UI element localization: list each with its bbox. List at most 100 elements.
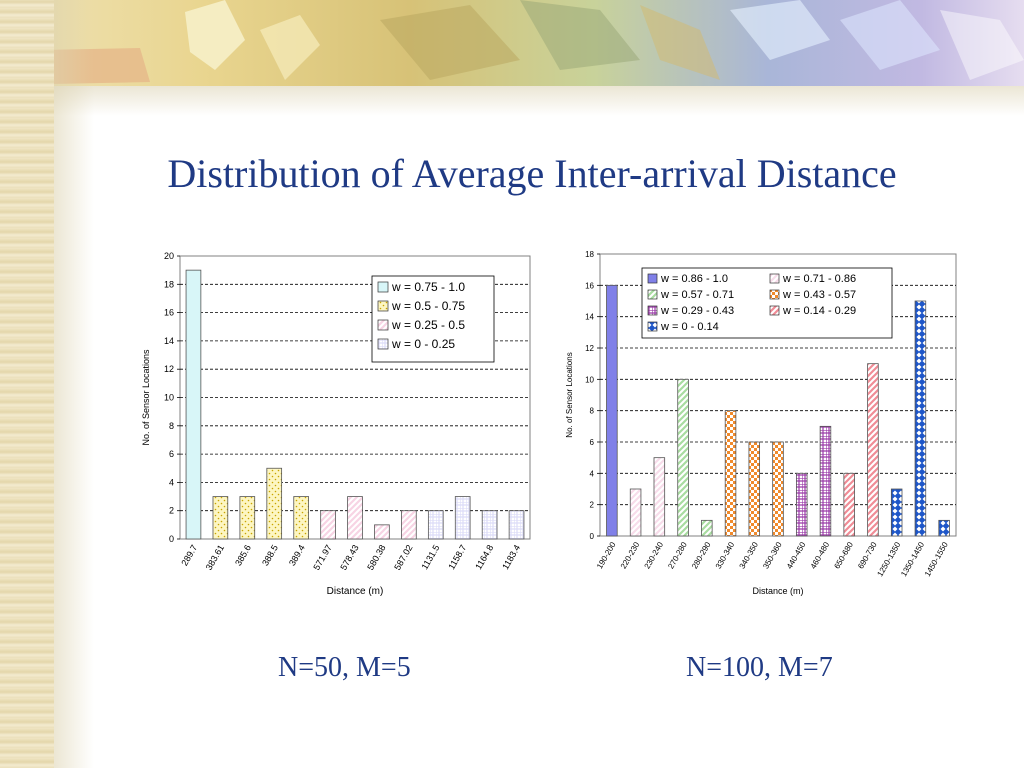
bar xyxy=(185,269,202,540)
bar xyxy=(606,284,618,537)
legend-entry: w = 0.71 - 0.86 xyxy=(782,273,856,285)
bar xyxy=(677,378,689,537)
chart-left: 0 2 4 6 8 10 12 14 16 18 20 289.7 383.61 385.6 388.5 38… xyxy=(130,244,542,604)
legend-entry: w = 0.43 - 0.57 xyxy=(782,289,856,301)
x-tick-label: 1131.5 xyxy=(419,543,441,571)
bar xyxy=(795,472,808,537)
y-axis-label: No. of Sensor Locations xyxy=(141,349,151,446)
x-tick-label: 1450-1550 xyxy=(923,540,950,578)
bar xyxy=(724,410,737,537)
x-tick-label: 650-680 xyxy=(832,540,855,570)
decorative-side-strip xyxy=(0,0,54,768)
legend-swatch xyxy=(647,305,658,316)
x-tick-label: 580.38 xyxy=(365,543,387,572)
x-tick-label: 1250-1350 xyxy=(875,540,902,578)
bar xyxy=(212,496,229,540)
y-tick-label: 14 xyxy=(164,336,174,346)
legend-entry: w = 0.86 - 1.0 xyxy=(660,273,728,285)
legend-swatch xyxy=(647,321,658,332)
decorative-banner xyxy=(0,0,1024,86)
y-tick-label: 2 xyxy=(590,501,595,510)
bar xyxy=(938,519,950,537)
x-axis-label: Distance (m) xyxy=(752,586,803,596)
bar xyxy=(867,363,879,537)
y-tick-label: 16 xyxy=(585,281,594,290)
bar xyxy=(508,510,525,540)
x-tick-label: 1183.4 xyxy=(500,543,522,571)
x-tick-label: 690-730 xyxy=(856,540,879,570)
bar xyxy=(266,467,283,540)
legend-entry: w = 0.75 - 1.0 xyxy=(391,280,465,294)
y-tick-label: 6 xyxy=(169,449,174,459)
x-tick-label: 350-360 xyxy=(761,540,784,570)
bar xyxy=(374,524,390,540)
x-tick-label: 389.4 xyxy=(287,543,307,568)
x-tick-label: 220-230 xyxy=(619,540,642,570)
y-axis-label: No. of Sensor Locations xyxy=(565,352,574,437)
left-chart-caption: N=50, M=5 xyxy=(278,652,411,683)
y-tick-label: 12 xyxy=(164,364,174,374)
bar xyxy=(347,496,363,540)
legend-entry: w = 0 - 0.14 xyxy=(660,321,719,333)
bar xyxy=(239,496,256,540)
legend-swatch xyxy=(377,300,389,312)
bar xyxy=(293,496,309,540)
bar xyxy=(454,496,471,540)
y-tick-label: 4 xyxy=(590,469,595,478)
legend-swatch xyxy=(769,305,780,316)
legend-swatch xyxy=(647,273,658,284)
y-tick-label: 2 xyxy=(169,506,174,516)
x-tick-label: 460-480 xyxy=(809,540,832,570)
legend-entry: w = 0 - 0.25 xyxy=(391,337,455,351)
bar xyxy=(890,488,903,537)
x-tick-label: 388.5 xyxy=(260,543,280,568)
y-tick-label: 14 xyxy=(585,313,594,322)
x-tick-label: 1350-1450 xyxy=(899,540,926,578)
legend-entry: w = 0.29 - 0.43 xyxy=(660,305,734,317)
legend-entry: w = 0.14 - 0.29 xyxy=(782,305,856,317)
bar xyxy=(701,519,713,537)
bar xyxy=(772,441,784,537)
x-tick-label: 190-200 xyxy=(595,540,618,570)
y-tick-label: 8 xyxy=(590,407,595,416)
x-tick-label: 289.7 xyxy=(179,543,199,568)
legend-swatch xyxy=(377,281,389,293)
x-tick-label: 440-450 xyxy=(785,540,808,570)
banner-shadow xyxy=(0,86,1024,116)
legend-entry: w = 0.57 - 0.71 xyxy=(660,289,734,301)
x-tick-label: 270-280 xyxy=(666,540,689,570)
legend-entry: w = 0.25 - 0.5 xyxy=(391,318,465,332)
bar xyxy=(481,510,498,540)
legend-swatch xyxy=(769,273,780,284)
bar xyxy=(629,488,642,537)
y-tick-label: 10 xyxy=(164,393,174,403)
y-tick-label: 6 xyxy=(590,438,595,447)
y-tick-label: 8 xyxy=(169,421,174,431)
side-strip-shadow xyxy=(54,0,94,768)
y-tick-label: 0 xyxy=(590,532,595,541)
bar xyxy=(653,457,666,537)
x-tick-label: 385.6 xyxy=(233,543,253,568)
y-tick-label: 0 xyxy=(169,534,174,544)
y-tick-label: 4 xyxy=(169,477,174,487)
legend-box xyxy=(641,267,893,339)
chart-right: 0 2 4 6 8 10 12 14 16 18 190-200 220-230 230-240 270-… xyxy=(562,244,964,604)
y-tick-label: 18 xyxy=(164,279,174,289)
chart-right-svg: 0 2 4 6 8 10 12 14 16 18 190-200 220-230 230-240 270-… xyxy=(565,250,957,596)
bar xyxy=(748,441,761,537)
bar xyxy=(320,510,336,540)
legend-swatch xyxy=(377,319,389,331)
x-tick-label: 1164.8 xyxy=(473,543,495,571)
x-tick-label: 340-350 xyxy=(738,540,761,570)
legend-swatch xyxy=(377,338,389,350)
y-tick-label: 16 xyxy=(164,308,174,318)
bar xyxy=(427,510,444,540)
bar xyxy=(843,472,855,537)
slide-title: Distribution of Average Inter-arrival Di… xyxy=(167,151,897,196)
bar xyxy=(914,300,927,537)
y-tick-label: 12 xyxy=(585,344,594,353)
y-tick-label: 18 xyxy=(585,250,594,259)
legend-entry: w = 0.5 - 0.75 xyxy=(391,299,465,313)
x-tick-label: 383.61 xyxy=(204,543,226,572)
